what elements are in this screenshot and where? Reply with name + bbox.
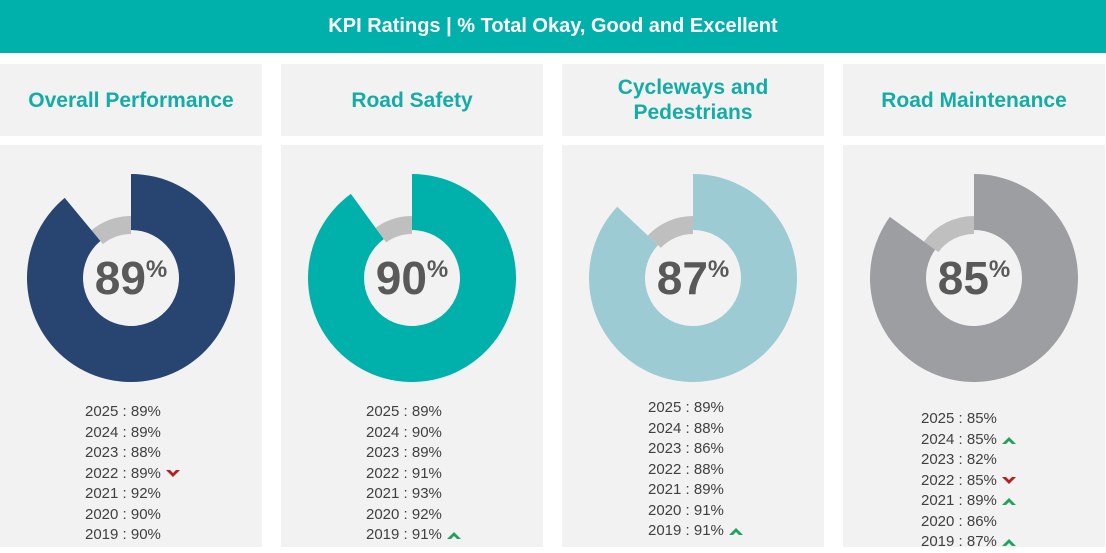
history-label: 2019 : 87% — [921, 533, 997, 550]
history-item: 2020 : 86% — [921, 512, 1017, 533]
trend-up-icon — [446, 532, 461, 540]
history-label: 2023 : 88% — [85, 444, 161, 461]
history-item: 2023 : 89% — [366, 443, 462, 464]
history-item: 2024 : 89% — [85, 423, 181, 444]
history-label: 2022 : 91% — [366, 464, 442, 482]
history-label: 2024 : 89% — [85, 423, 161, 441]
history-label: 2025 : 85% — [921, 410, 997, 427]
history-item: 2024 : 90% — [366, 423, 462, 444]
card-body-road-safety: 90% 2025 : 89% 2024 : 90% 2023 : 89% 2022 : … — [281, 145, 543, 547]
history-label: 2019 : 91% — [366, 526, 442, 543]
history-label: 2025 : 89% — [648, 399, 724, 416]
history-item: 2025 : 89% — [648, 398, 744, 419]
donut-value-segment — [870, 174, 1078, 382]
card-header-overall-performance: Overall Performance — [0, 64, 262, 136]
donut-center-value: 87% — [657, 252, 730, 304]
history-item: 2021 : 93% — [366, 484, 462, 505]
history-item: 2025 : 85% — [921, 409, 1017, 430]
donut-center-value: 89% — [95, 252, 168, 304]
header-banner: KPI Ratings | % Total Okay, Good and Exc… — [0, 0, 1106, 53]
history-list: 2025 : 89% 2024 : 90% 2023 : 89% 2022 : 91%… — [366, 402, 462, 546]
history-item: 2023 : 86% — [648, 439, 744, 460]
trend-down-icon — [165, 469, 180, 477]
history-item: 2022 : 85% — [921, 471, 1017, 492]
history-label: 2022 : 88% — [648, 460, 724, 478]
card-body-road-maintenance: 85% 2025 : 85% 2024 : 85% 2023 : 82% 2022 : … — [843, 145, 1105, 550]
history-label: 2022 : 85% — [921, 471, 997, 489]
history-list: 2025 : 85% 2024 : 85% 2023 : 82% 2022 : 85%… — [921, 409, 1017, 553]
history-item: 2021 : 92% — [85, 484, 181, 505]
donut-chart: 85% — [870, 174, 1078, 382]
history-list: 2025 : 89% 2024 : 88% 2023 : 86% 2022 : 88%… — [648, 398, 744, 542]
history-label: 2021 : 89% — [648, 481, 724, 498]
history-item: 2024 : 85% — [921, 430, 1017, 451]
history-label: 2023 : 89% — [366, 444, 442, 461]
history-label: 2023 : 86% — [648, 440, 724, 457]
history-item: 2019 : 91% — [648, 521, 744, 542]
history-label: 2019 : 91% — [648, 522, 724, 539]
history-item: 2024 : 88% — [648, 419, 744, 440]
donut-remainder-segment — [375, 216, 412, 243]
history-label: 2020 : 90% — [85, 505, 161, 523]
card-header-road-safety: Road Safety — [281, 64, 543, 136]
history-item: 2020 : 92% — [366, 505, 462, 526]
history-list: 2025 : 89% 2024 : 89% 2023 : 88% 2022 : 89%… — [85, 402, 181, 546]
history-label: 2024 : 85% — [921, 430, 997, 448]
history-item: 2019 : 91% — [366, 525, 462, 546]
donut-center-value: 90% — [376, 252, 449, 304]
history-item: 2020 : 91% — [648, 501, 744, 522]
history-item: 2023 : 88% — [85, 443, 181, 464]
card-body-cycleways-pedestrians: 87% 2025 : 89% 2024 : 88% 2023 : 86% 2022 : … — [562, 145, 824, 547]
trend-up-icon — [728, 528, 743, 536]
history-item: 2022 : 88% — [648, 460, 744, 481]
history-label: 2019 : 90% — [85, 526, 161, 543]
donut-chart: 89% — [26, 174, 236, 382]
history-label: 2025 : 89% — [366, 403, 442, 420]
history-item: 2021 : 89% — [921, 491, 1017, 512]
history-label: 2023 : 82% — [921, 451, 997, 468]
card-title: Overall Performance — [28, 88, 234, 112]
card-header-road-maintenance: Road Maintenance — [843, 64, 1105, 136]
donut-remainder-segment — [91, 216, 131, 245]
donut-value-segment — [589, 174, 797, 382]
card-body-overall-performance: 89% 2025 : 89% 2024 : 89% 2023 : 88% 2022 : … — [0, 145, 262, 547]
card-title: Cycleways and Pedestrians — [617, 76, 769, 124]
history-item: 2023 : 82% — [921, 450, 1017, 471]
card-title: Road Safety — [351, 88, 473, 112]
history-item: 2025 : 89% — [366, 402, 462, 423]
history-item: 2022 : 91% — [366, 464, 462, 485]
card-header-cycleways-pedestrians: Cycleways and Pedestrians — [562, 64, 824, 136]
history-label: 2021 : 89% — [921, 492, 997, 509]
card-title: Road Maintenance — [881, 88, 1067, 112]
donut-chart: 87% — [589, 174, 797, 382]
history-label: 2022 : 89% — [85, 464, 161, 482]
history-item: 2021 : 89% — [648, 480, 744, 501]
history-label: 2025 : 89% — [85, 403, 161, 420]
history-label: 2020 : 92% — [366, 505, 442, 523]
trend-up-icon — [1001, 498, 1016, 506]
history-item: 2025 : 89% — [85, 402, 181, 423]
history-label: 2024 : 88% — [648, 419, 724, 437]
history-label: 2021 : 93% — [366, 485, 442, 502]
donut-remainder-segment — [923, 216, 974, 253]
history-label: 2024 : 90% — [366, 423, 442, 441]
trend-down-icon — [1001, 476, 1016, 484]
donut-center-value: 85% — [938, 252, 1011, 304]
history-item: 2020 : 90% — [85, 505, 181, 526]
donut-value-segment — [308, 174, 516, 382]
history-item: 2019 : 90% — [85, 525, 181, 546]
donut-remainder-segment — [647, 216, 693, 248]
history-label: 2020 : 86% — [921, 512, 997, 530]
trend-up-icon — [1001, 539, 1016, 547]
page-title: KPI Ratings | % Total Okay, Good and Exc… — [328, 15, 778, 37]
donut-value-segment — [26, 174, 236, 382]
history-item: 2019 : 87% — [921, 532, 1017, 553]
history-label: 2021 : 92% — [85, 485, 161, 502]
history-item: 2022 : 89% — [85, 464, 181, 485]
donut-chart: 90% — [308, 174, 516, 382]
trend-up-icon — [1001, 436, 1016, 444]
history-label: 2020 : 91% — [648, 501, 724, 519]
